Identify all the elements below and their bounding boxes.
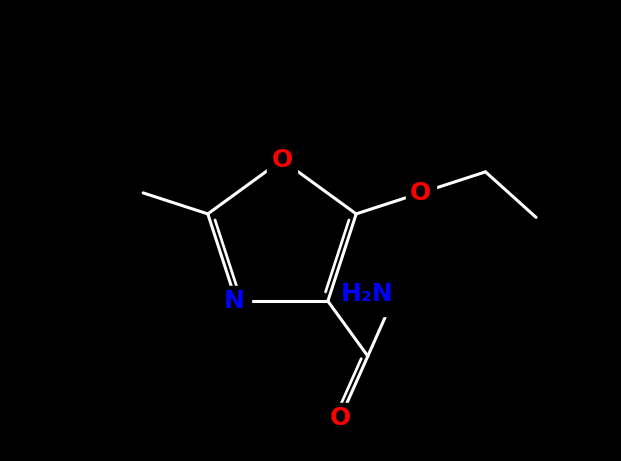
Text: O: O bbox=[271, 148, 292, 172]
Text: H₂N: H₂N bbox=[341, 282, 394, 306]
Text: N: N bbox=[224, 289, 245, 313]
Text: O: O bbox=[330, 406, 351, 430]
Text: O: O bbox=[410, 181, 432, 205]
